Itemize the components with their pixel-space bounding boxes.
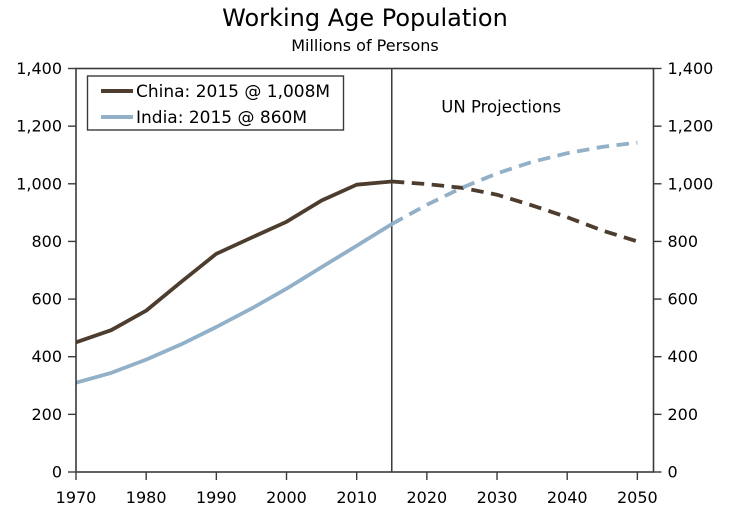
y-tick-label-right: 200 (668, 405, 699, 424)
legend-label-india: India: 2015 @ 860M (136, 108, 307, 128)
chart-subtitle: Millions of Persons (76, 36, 654, 55)
x-tick-label: 2050 (617, 488, 658, 507)
series-line-china-dashed (392, 182, 638, 242)
legend-label-china: China: 2015 @ 1,008M (136, 82, 330, 102)
chart: Working Age Population Millions of Perso… (0, 0, 750, 527)
x-tick-label: 2020 (406, 488, 447, 507)
y-tick-label-left: 1,400 (16, 59, 62, 78)
series-line-india-solid (76, 224, 392, 383)
y-tick-label-left: 0 (52, 463, 62, 482)
y-tick-label-left: 400 (31, 347, 62, 366)
y-tick-label-left: 200 (31, 405, 62, 424)
x-tick-label: 2030 (477, 488, 518, 507)
series-line-india-dashed (392, 143, 638, 225)
y-tick-label-right: 600 (668, 290, 699, 309)
x-tick-label: 2000 (266, 488, 307, 507)
y-tick-label-right: 1,000 (668, 174, 714, 193)
y-tick-label-left: 1,200 (16, 117, 62, 136)
y-tick-label-right: 1,400 (668, 59, 714, 78)
y-tick-label-right: 0 (668, 463, 678, 482)
annotation-un-projections: UN Projections (441, 97, 561, 116)
chart-title: Working Age Population (76, 4, 654, 32)
plot-area: UN Projections 0 0 200 200 400 400 600 600 800 800… (0, 0, 750, 527)
y-tick-label-right: 400 (668, 347, 699, 366)
y-tick-label-left: 800 (31, 232, 62, 251)
x-tick-label: 1990 (196, 488, 237, 507)
y-tick-label-right: 800 (668, 232, 699, 251)
y-tick-label-left: 600 (31, 290, 62, 309)
x-tick-label: 1970 (56, 488, 97, 507)
y-tick-label-left: 1,000 (16, 174, 62, 193)
x-tick-label: 2040 (547, 488, 588, 507)
y-tick-label-right: 1,200 (668, 117, 714, 136)
x-tick-label: 2010 (336, 488, 377, 507)
x-tick-label: 1980 (126, 488, 167, 507)
